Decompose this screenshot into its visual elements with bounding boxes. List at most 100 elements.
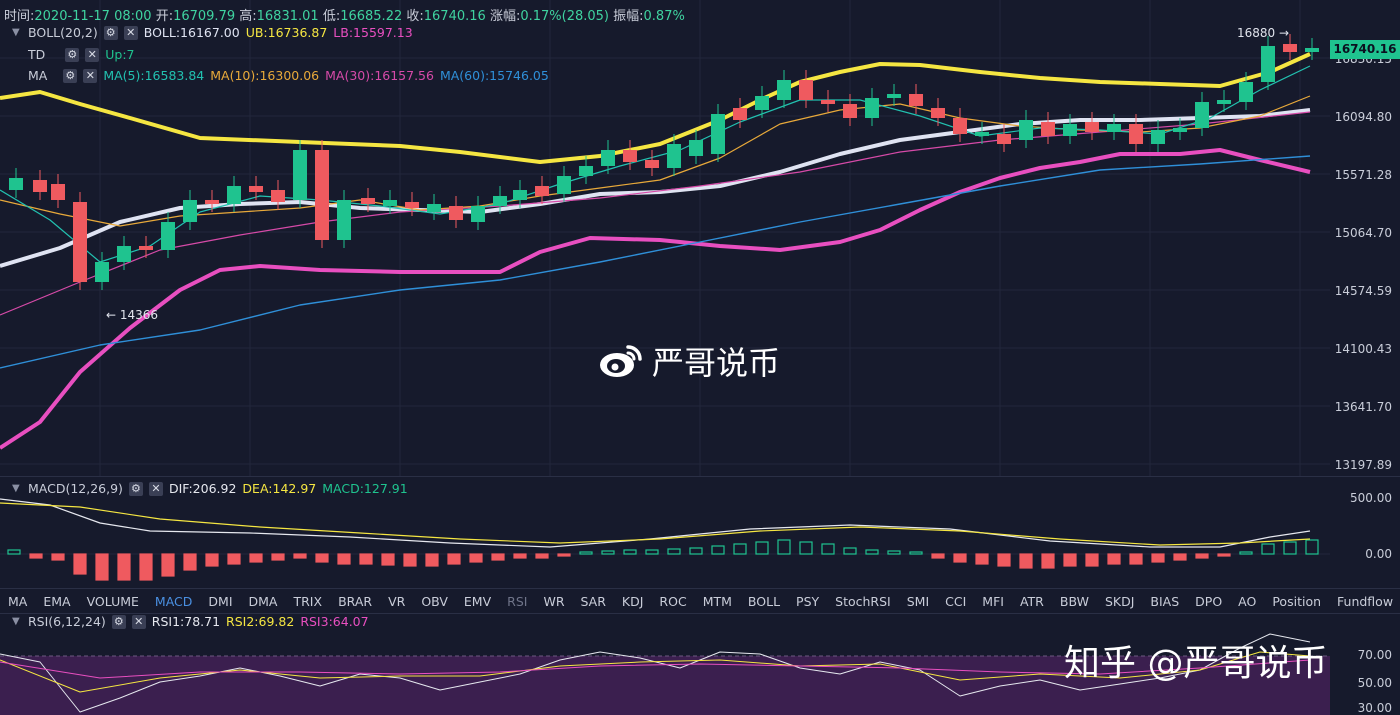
td-value: Up:7 [105, 47, 135, 62]
low-value: 16685.22 [340, 9, 403, 24]
macd-histogram-bar [1195, 553, 1209, 559]
tab-obv[interactable]: OBV [421, 593, 448, 609]
candle-body [493, 196, 507, 206]
tab-bbw[interactable]: BBW [1059, 593, 1089, 609]
weibo-icon [600, 345, 642, 377]
chevron-down-icon[interactable]: ▼ [12, 483, 20, 494]
watermark-text: 严哥说币 [652, 344, 781, 382]
candle-body [645, 160, 659, 168]
tab-volume[interactable]: VOLUME [86, 593, 139, 609]
tab-ema[interactable]: EMA [43, 593, 71, 609]
change-label: 涨幅: [489, 9, 521, 24]
chevron-down-icon[interactable]: ▼ [12, 616, 20, 627]
price-tick: 14100.43 [1334, 342, 1392, 356]
tab-dpo[interactable]: DPO [1195, 593, 1223, 609]
tab-fundflow[interactable]: Fundflow [1337, 593, 1394, 609]
candle-body [9, 178, 23, 190]
macd-histogram-bar [909, 551, 923, 555]
candle-body [161, 222, 175, 250]
macd-histogram-bar [183, 553, 197, 571]
tab-bias[interactable]: BIAS [1150, 593, 1180, 609]
candle-body [139, 246, 153, 250]
macd-histogram-bar [733, 543, 747, 555]
candle-body [1129, 124, 1143, 144]
tab-rsi[interactable]: RSI [507, 593, 528, 609]
tab-dmi[interactable]: DMI [208, 593, 233, 609]
tab-skdj[interactable]: SKDJ [1104, 593, 1135, 609]
tab-brar[interactable]: BRAR [338, 593, 373, 609]
close-icon[interactable]: ✕ [123, 25, 138, 40]
tab-emv[interactable]: EMV [463, 593, 492, 609]
candle-body [799, 80, 813, 100]
lb-value: LB:15597.13 [333, 25, 413, 40]
gear-icon[interactable]: ⚙ [111, 614, 126, 629]
tab-ma[interactable]: MA [8, 593, 28, 609]
candle-body [601, 150, 615, 166]
candlestick-chart[interactable] [0, 0, 1400, 476]
tab-psy[interactable]: PSY [796, 593, 820, 609]
tab-position[interactable]: Position [1272, 593, 1322, 609]
candle-body [1151, 130, 1165, 144]
rsi-tick: 70.00 [1357, 648, 1392, 662]
indicator-tab-bar: MA EMA VOLUME MACD DMI DMA TRIX BRAR VR OBV EMV RSI… [0, 588, 1400, 614]
candle-body [667, 144, 681, 168]
tab-wr[interactable]: WR [543, 593, 565, 609]
macd-histogram-bar [51, 553, 65, 561]
td-name: TD [28, 47, 46, 62]
macd-histogram-bar [1107, 553, 1121, 565]
close-icon[interactable]: ✕ [148, 481, 163, 496]
macd-histogram-bar [403, 553, 417, 567]
close-value: 16740.16 [423, 9, 486, 24]
macd-chart[interactable] [0, 477, 1400, 589]
tab-atr[interactable]: ATR [1019, 593, 1044, 609]
gear-icon[interactable]: ⚙ [103, 25, 118, 40]
candle-body [1019, 120, 1033, 140]
macd-histogram-bar [337, 553, 351, 565]
rsi-chart[interactable] [0, 612, 1400, 715]
macd-histogram-bar [1239, 551, 1253, 555]
candle-body [579, 166, 593, 176]
tab-roc[interactable]: ROC [659, 593, 687, 609]
tab-mtm[interactable]: MTM [702, 593, 732, 609]
tab-vr[interactable]: VR [388, 593, 406, 609]
macd-histogram-bar [271, 553, 285, 561]
tab-sar[interactable]: SAR [580, 593, 606, 609]
macd-histogram-bar [1173, 553, 1187, 561]
close-icon[interactable]: ✕ [131, 614, 146, 629]
candle-body [271, 190, 285, 202]
macd-pane[interactable]: ▼ MACD(12,26,9) ⚙ ✕ DIF:206.92 DEA:142.9… [0, 476, 1400, 589]
gear-icon[interactable]: ⚙ [128, 481, 143, 496]
rsi-tick: 50.00 [1357, 676, 1392, 690]
tab-macd[interactable]: MACD [154, 593, 193, 609]
lower-band-line [0, 148, 1311, 450]
tab-boll[interactable]: BOLL [747, 593, 781, 609]
tab-dma[interactable]: DMA [248, 593, 278, 609]
macd-histogram-bar [1261, 543, 1275, 555]
tab-cci[interactable]: CCI [945, 593, 967, 609]
tab-stochrsi[interactable]: StochRSI [835, 593, 891, 609]
macd-histogram-bar [161, 553, 175, 577]
close-icon[interactable]: ✕ [83, 68, 98, 83]
tab-ao[interactable]: AO [1238, 593, 1257, 609]
macd-legend: ▼ MACD(12,26,9) ⚙ ✕ DIF:206.92 DEA:142.9… [12, 481, 408, 496]
gear-icon[interactable]: ⚙ [65, 47, 80, 62]
tab-smi[interactable]: SMI [906, 593, 930, 609]
tab-kdj[interactable]: KDJ [621, 593, 644, 609]
gear-icon[interactable]: ⚙ [63, 68, 78, 83]
chevron-down-icon[interactable]: ▼ [12, 27, 20, 38]
macd-histogram-bar [359, 553, 373, 565]
open-value: 16709.79 [173, 9, 236, 24]
tab-trix[interactable]: TRIX [293, 593, 323, 609]
middle-band-line [0, 108, 1311, 268]
candle-body [953, 118, 967, 134]
ohlc-header: 时间:2020-11-17 08:00 开:16709.79 高:16831.0… [4, 5, 685, 24]
candle-body [821, 100, 835, 104]
macd-histogram-bar [865, 549, 879, 555]
macd-histogram-bar [249, 553, 263, 563]
tab-mfi[interactable]: MFI [982, 593, 1004, 609]
main-chart-pane[interactable]: 时间:2020-11-17 08:00 开:16709.79 高:16831.0… [0, 0, 1400, 476]
rsi-pane[interactable]: ▼ RSI(6,12,24) ⚙ ✕ RSI1:78.71 RSI2:69.82… [0, 612, 1400, 715]
high-annotation: 16880 → [1237, 26, 1290, 40]
close-icon[interactable]: ✕ [85, 47, 100, 62]
macd-histogram-bar [843, 547, 857, 555]
